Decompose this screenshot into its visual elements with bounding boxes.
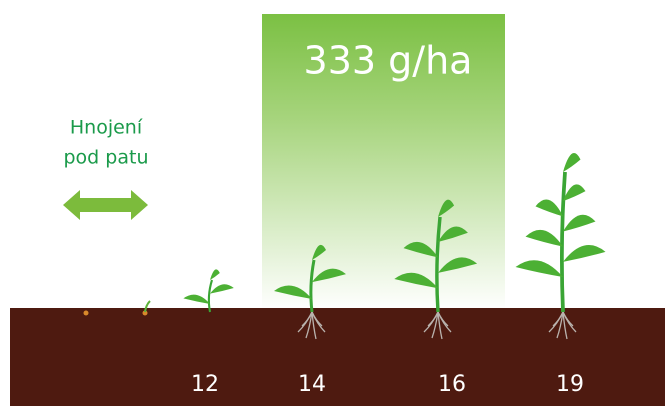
root <box>305 311 313 339</box>
stage-label: 16 <box>438 372 466 397</box>
leaf <box>403 241 438 258</box>
sprout <box>144 300 151 313</box>
stem <box>309 259 316 313</box>
stage-label: 12 <box>191 372 219 397</box>
root <box>311 311 317 340</box>
root <box>427 311 439 327</box>
leaf <box>535 199 563 217</box>
label-line: Hnojení <box>70 117 143 139</box>
plants <box>183 153 606 340</box>
root <box>431 311 439 339</box>
leaf <box>563 245 606 262</box>
stem <box>207 279 214 313</box>
leaf <box>525 229 563 247</box>
root <box>301 311 313 327</box>
root <box>562 311 568 340</box>
seed <box>83 310 89 316</box>
leaf <box>183 294 210 304</box>
stem <box>435 216 442 313</box>
dose-label: 333 g/ha <box>304 39 473 83</box>
leaf <box>563 153 581 172</box>
leaf <box>515 260 563 277</box>
double-arrow <box>63 190 148 220</box>
stage-label: 14 <box>298 372 326 397</box>
leaf <box>394 272 438 289</box>
leaf <box>312 268 346 283</box>
leaf <box>274 285 312 299</box>
leaf <box>438 199 455 217</box>
stem <box>560 171 567 313</box>
leaf <box>210 269 220 280</box>
label-line: pod patu <box>64 147 149 169</box>
leaf <box>210 284 234 294</box>
root <box>311 311 323 327</box>
seed <box>142 310 148 316</box>
leaf <box>312 244 326 260</box>
root <box>552 311 564 327</box>
leaf <box>438 226 468 242</box>
root <box>562 311 574 327</box>
leaf <box>563 184 586 202</box>
root <box>437 311 443 340</box>
stage-label: 19 <box>556 372 584 397</box>
root <box>556 311 564 339</box>
leaf <box>563 214 596 232</box>
root <box>437 311 449 327</box>
leaf <box>438 257 478 273</box>
